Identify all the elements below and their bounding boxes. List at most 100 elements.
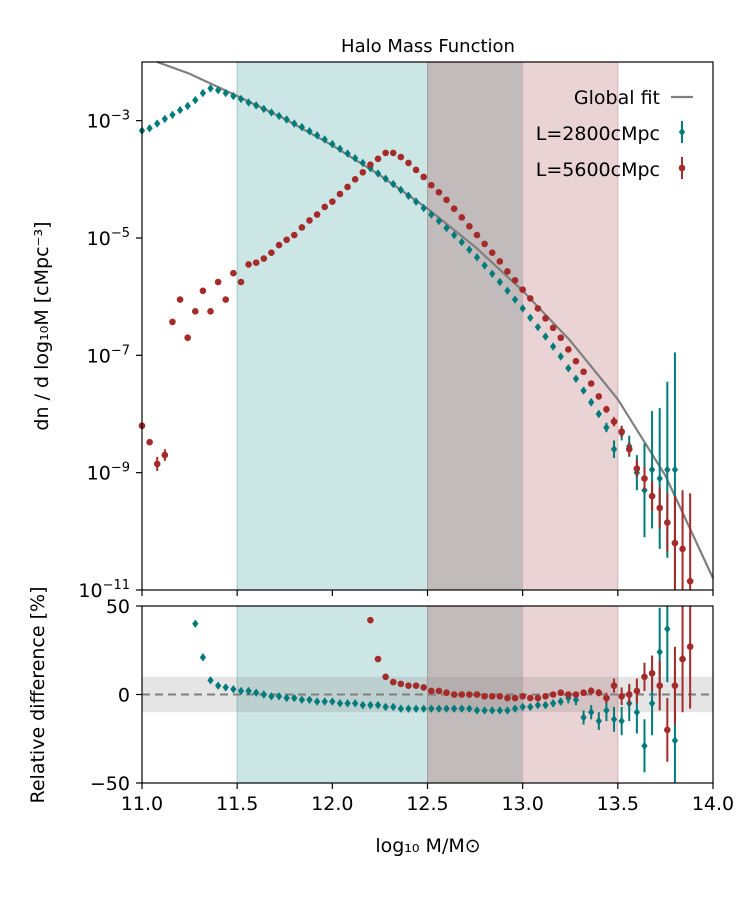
- data-point-l2800: [420, 203, 427, 213]
- residual-point-l5600: [473, 691, 481, 698]
- data-point-l2800: [214, 85, 222, 95]
- data-point-l2800: [511, 295, 519, 304]
- residual-point-l2800: [504, 706, 511, 715]
- x-tick-label: 14.0: [692, 793, 734, 815]
- data-point-l2800: [527, 313, 534, 322]
- residual-point-l5600: [519, 692, 526, 700]
- data-point-l2800: [504, 286, 511, 295]
- data-point-l5600: [641, 475, 648, 482]
- bottom-y-tick-label: 0: [118, 685, 130, 707]
- data-point-l2800: [458, 237, 465, 247]
- legend: Global fit L=2800cMpc L=5600cMpc: [536, 87, 693, 181]
- residual-point-l5600: [374, 655, 382, 663]
- residual-point-l5600: [435, 687, 443, 695]
- bottom-y-tick-label: 50: [106, 596, 130, 618]
- residual-point-l5600: [648, 669, 656, 677]
- data-point-l5600: [199, 287, 207, 295]
- data-point-l5600: [542, 315, 549, 322]
- data-point-l5600: [526, 295, 534, 302]
- data-point-l5600: [169, 318, 176, 326]
- residual-point-l2800: [557, 697, 564, 706]
- data-point-l5600: [389, 149, 397, 157]
- residual-point-l2800: [618, 716, 625, 726]
- data-point-l5600: [488, 249, 496, 256]
- data-point-l2800: [390, 179, 397, 189]
- data-point-l5600: [290, 231, 298, 239]
- residual-point-l2800: [428, 704, 435, 713]
- data-point-l2800: [359, 158, 366, 168]
- data-point-l2800: [397, 185, 405, 195]
- residual-point-l2800: [542, 700, 549, 710]
- data-point-l5600: [230, 269, 237, 277]
- data-point-l5600: [275, 241, 283, 249]
- data-point-l2800: [496, 277, 503, 287]
- data-point-l2800: [253, 101, 260, 110]
- top-y-tick-label: 10−7: [87, 343, 130, 367]
- residual-point-l5600: [481, 692, 488, 700]
- residual-point-l2800: [382, 702, 389, 712]
- residual-point-l5600: [679, 655, 686, 663]
- residual-point-l2800: [511, 704, 519, 713]
- residual-point-l2800: [237, 686, 245, 696]
- data-point-l5600: [633, 465, 641, 472]
- data-point-l5600: [214, 278, 222, 286]
- data-point-l2800: [428, 210, 435, 219]
- residual-point-l2800: [336, 699, 344, 708]
- residual-point-l5600: [405, 682, 412, 689]
- residual-point-l2800: [519, 702, 526, 712]
- residual-point-l2800: [230, 684, 237, 694]
- residual-point-l2800: [473, 706, 481, 715]
- data-point-l5600: [428, 181, 435, 189]
- data-point-l2800: [443, 223, 450, 233]
- residual-point-l2800: [458, 704, 465, 713]
- data-point-l5600: [321, 203, 329, 211]
- data-point-l5600: [481, 240, 488, 248]
- data-point-l5600: [587, 380, 595, 387]
- data-point-l2800: [588, 398, 595, 407]
- residual-point-l2800: [549, 699, 557, 708]
- data-point-l2800: [154, 119, 161, 128]
- data-point-l5600: [245, 261, 252, 268]
- residual-point-l2800: [443, 704, 450, 713]
- bottom-y-tick-label: −50: [90, 773, 130, 795]
- residual-point-l2800: [313, 697, 321, 706]
- data-point-l2800: [489, 269, 496, 278]
- residual-point-l2800: [245, 686, 252, 696]
- data-point-l2800: [237, 94, 245, 104]
- bottom-y-axis-label: Relative difference [%]: [27, 587, 49, 804]
- data-point-l5600: [618, 428, 625, 435]
- residual-point-l5600: [511, 694, 519, 702]
- data-point-l5600: [306, 217, 313, 224]
- data-point-l5600: [329, 198, 336, 205]
- data-point-l5600: [671, 539, 679, 547]
- data-point-l2800: [352, 154, 359, 163]
- data-point-l2800: [664, 465, 671, 474]
- x-tick-label: 12.5: [406, 793, 448, 815]
- residual-point-l2800: [192, 619, 199, 628]
- residual-point-l2800: [321, 697, 328, 706]
- legend-label-l5600: L=5600cMpc: [536, 159, 660, 181]
- data-point-l5600: [473, 231, 481, 239]
- data-point-l5600: [686, 577, 694, 585]
- residual-point-l2800: [275, 692, 283, 701]
- x-tick-label: 13.0: [502, 793, 544, 815]
- x-tick-label: 11.5: [216, 793, 258, 815]
- data-point-l5600: [572, 357, 580, 365]
- data-point-l5600: [443, 196, 450, 204]
- legend-label-l2800: L=2800cMpc: [536, 123, 660, 145]
- residual-point-l2800: [633, 708, 641, 717]
- data-point-l5600: [397, 153, 405, 161]
- residual-point-l2800: [329, 697, 336, 706]
- residual-point-l5600: [587, 687, 595, 695]
- residual-point-l5600: [686, 643, 694, 651]
- residual-point-l5600: [557, 689, 565, 697]
- residual-point-l2800: [268, 692, 275, 701]
- data-point-l2800: [534, 322, 542, 332]
- data-point-l5600: [504, 268, 511, 275]
- residual-point-l5600: [397, 680, 405, 688]
- residual-point-l5600: [603, 694, 610, 702]
- residual-point-l2800: [306, 695, 313, 705]
- residual-point-l2800: [580, 713, 587, 722]
- residual-point-l5600: [496, 692, 504, 700]
